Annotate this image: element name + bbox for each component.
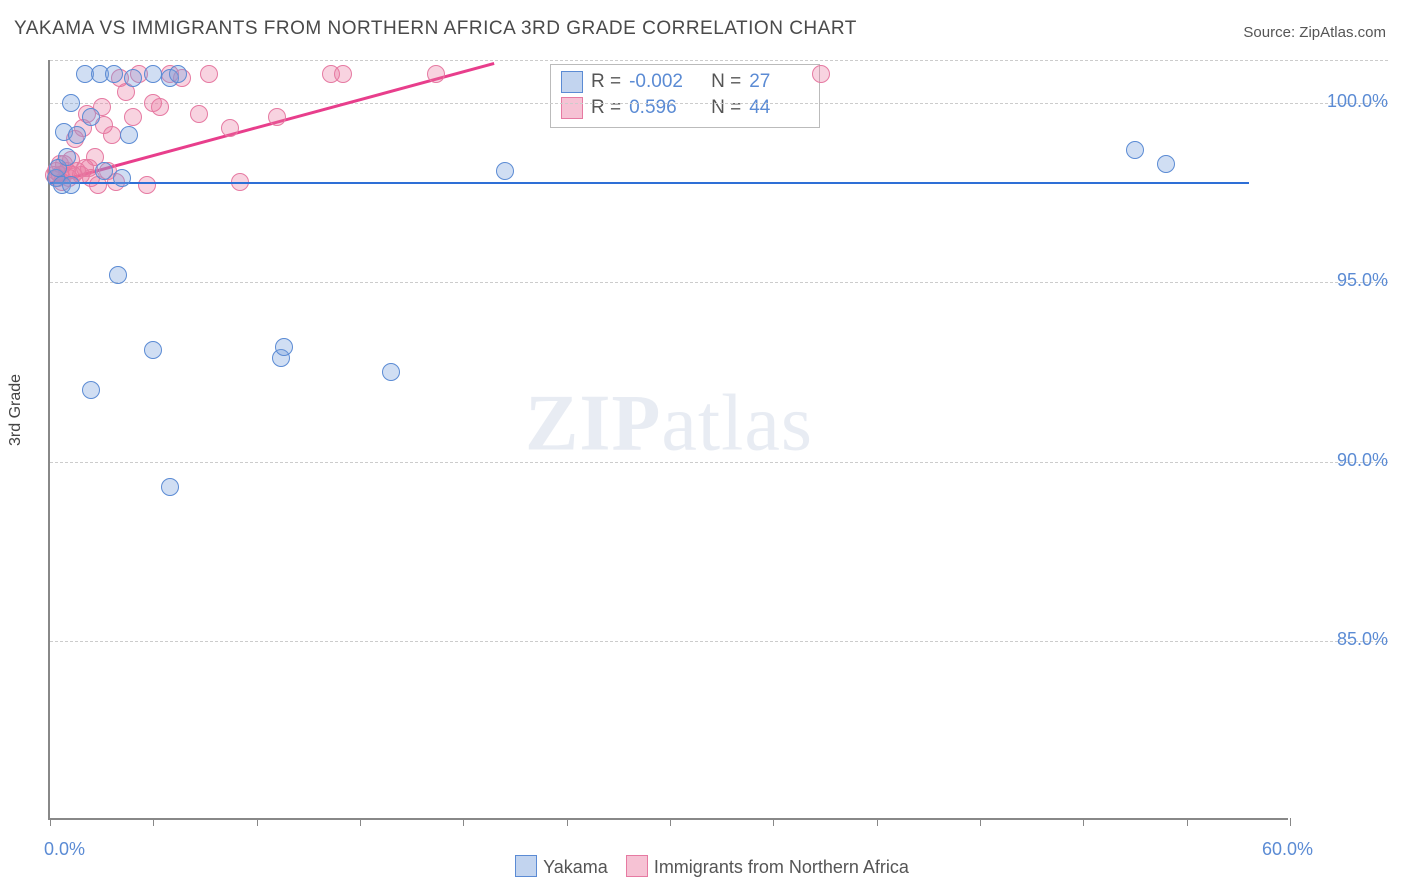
gridline-h bbox=[50, 282, 1388, 283]
data-point-immigrants bbox=[190, 105, 208, 123]
n-value-yakama: 27 bbox=[749, 69, 809, 95]
data-point-immigrants bbox=[812, 65, 830, 83]
scatter-plot-area: ZIPatlas R =-0.002N =27R =0.596N =44 85.… bbox=[48, 60, 1288, 820]
stats-swatch-yakama bbox=[561, 71, 583, 93]
watermark-rest: atlas bbox=[661, 379, 813, 467]
x-tick bbox=[1083, 818, 1084, 826]
y-tick-label: 95.0% bbox=[1308, 270, 1388, 291]
data-point-yakama bbox=[161, 478, 179, 496]
data-point-immigrants bbox=[138, 176, 156, 194]
data-point-yakama bbox=[68, 126, 86, 144]
x-tick bbox=[877, 818, 878, 826]
x-tick bbox=[257, 818, 258, 826]
gridline-h bbox=[50, 60, 1388, 61]
x-tick bbox=[1187, 818, 1188, 826]
n-label: N = bbox=[711, 69, 741, 95]
stats-row-immigrants: R = 0.596 N = 44 bbox=[561, 95, 809, 121]
x-tick bbox=[153, 818, 154, 826]
x-tick bbox=[773, 818, 774, 826]
data-point-immigrants bbox=[221, 119, 239, 137]
x-tick bbox=[1290, 818, 1291, 826]
legend-swatch-yakama bbox=[515, 855, 537, 877]
watermark-bold: ZIP bbox=[525, 379, 661, 467]
x-tick bbox=[567, 818, 568, 826]
data-point-yakama bbox=[382, 363, 400, 381]
source-prefix: Source: bbox=[1243, 24, 1299, 41]
data-point-immigrants bbox=[427, 65, 445, 83]
data-point-yakama bbox=[144, 341, 162, 359]
r-value-immigrants: 0.596 bbox=[629, 95, 689, 121]
stats-row-yakama: R = -0.002 N = 27 bbox=[561, 69, 809, 95]
x-tick bbox=[50, 818, 51, 826]
data-point-yakama bbox=[124, 69, 142, 87]
source-link[interactable]: ZipAtlas.com bbox=[1299, 24, 1386, 41]
data-point-yakama bbox=[144, 65, 162, 83]
watermark: ZIPatlas bbox=[525, 378, 813, 469]
data-point-yakama bbox=[82, 108, 100, 126]
legend-label-yakama: Yakama bbox=[543, 857, 608, 877]
gridline-h bbox=[50, 103, 1388, 104]
n-label: N = bbox=[711, 95, 741, 121]
x-tick bbox=[980, 818, 981, 826]
chart-title: YAKAMA VS IMMIGRANTS FROM NORTHERN AFRIC… bbox=[14, 18, 857, 40]
gridline-h bbox=[50, 641, 1388, 642]
data-point-immigrants bbox=[200, 65, 218, 83]
data-point-immigrants bbox=[103, 126, 121, 144]
legend-swatch-immigrants bbox=[626, 855, 648, 877]
data-point-yakama bbox=[105, 65, 123, 83]
data-point-yakama bbox=[275, 338, 293, 356]
source-attribution: Source: ZipAtlas.com bbox=[1243, 24, 1386, 41]
r-label: R = bbox=[591, 69, 621, 95]
data-point-yakama bbox=[109, 266, 127, 284]
data-point-yakama bbox=[120, 126, 138, 144]
y-axis-label: 3rd Grade bbox=[7, 374, 25, 446]
n-value-immigrants: 44 bbox=[749, 95, 809, 121]
gridline-h bbox=[50, 462, 1388, 463]
data-point-yakama bbox=[1126, 141, 1144, 159]
r-label: R = bbox=[591, 95, 621, 121]
x-tick bbox=[670, 818, 671, 826]
y-tick-label: 85.0% bbox=[1308, 629, 1388, 650]
data-point-yakama bbox=[169, 65, 187, 83]
data-point-yakama bbox=[1157, 155, 1175, 173]
data-point-yakama bbox=[62, 176, 80, 194]
correlation-stats-box: R = -0.002 N = 27 R = 0.596 N = 44 bbox=[550, 64, 820, 128]
r-value-yakama: -0.002 bbox=[629, 69, 689, 95]
data-point-yakama bbox=[496, 162, 514, 180]
data-point-yakama bbox=[62, 94, 80, 112]
data-point-yakama bbox=[58, 148, 76, 166]
data-point-immigrants bbox=[151, 98, 169, 116]
data-point-yakama bbox=[113, 169, 131, 187]
stats-swatch-immigrants bbox=[561, 97, 583, 119]
data-point-yakama bbox=[82, 381, 100, 399]
legend: Yakama Immigrants from Northern Africa bbox=[0, 855, 1406, 878]
y-tick-label: 90.0% bbox=[1308, 450, 1388, 471]
data-point-immigrants bbox=[124, 108, 142, 126]
data-point-immigrants bbox=[334, 65, 352, 83]
x-tick bbox=[463, 818, 464, 826]
data-point-yakama bbox=[95, 162, 113, 180]
y-tick-label: 100.0% bbox=[1308, 91, 1388, 112]
x-tick bbox=[360, 818, 361, 826]
trend-line-yakama bbox=[50, 182, 1249, 185]
legend-label-immigrants: Immigrants from Northern Africa bbox=[654, 857, 909, 877]
data-point-immigrants bbox=[268, 108, 286, 126]
